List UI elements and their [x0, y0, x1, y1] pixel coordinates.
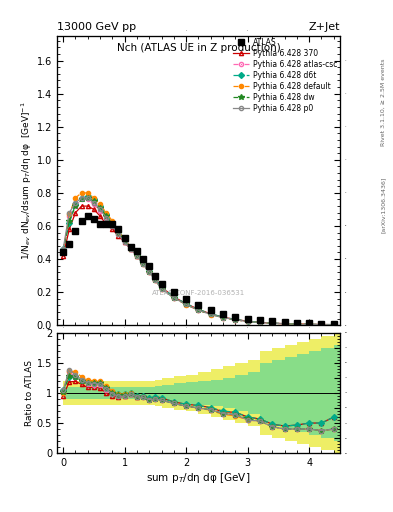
- Y-axis label: 1/N$_{ev}$ dN$_{ev}$/dsum p$_T$/dη dφ  [GeV]$^{-1}$: 1/N$_{ev}$ dN$_{ev}$/dsum p$_T$/dη dφ [G…: [20, 101, 34, 260]
- Text: [arXiv:1306.3436]: [arXiv:1306.3436]: [381, 177, 386, 233]
- Text: Rivet 3.1.10, ≥ 2.5M events: Rivet 3.1.10, ≥ 2.5M events: [381, 59, 386, 146]
- Text: Nch (ATLAS UE in Z production): Nch (ATLAS UE in Z production): [117, 43, 280, 53]
- Legend: ATLAS, Pythia 6.428 370, Pythia 6.428 atlas-csc, Pythia 6.428 d6t, Pythia 6.428 : ATLAS, Pythia 6.428 370, Pythia 6.428 at…: [233, 38, 338, 113]
- Y-axis label: Ratio to ATLAS: Ratio to ATLAS: [25, 360, 34, 426]
- Text: Z+Jet: Z+Jet: [309, 22, 340, 32]
- Text: 13000 GeV pp: 13000 GeV pp: [57, 22, 136, 32]
- Text: ATLAS-CONF-2016-036531: ATLAS-CONF-2016-036531: [152, 290, 245, 296]
- X-axis label: sum p$_{T}$/dη dφ [GeV]: sum p$_{T}$/dη dφ [GeV]: [146, 471, 251, 485]
